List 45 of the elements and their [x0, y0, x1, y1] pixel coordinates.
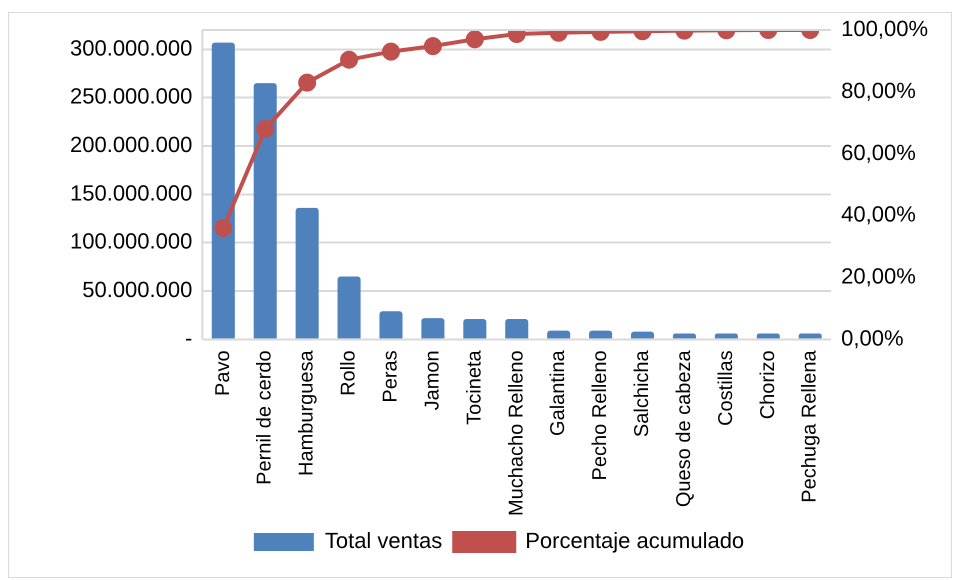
y-tick-label: 150.000.000	[70, 180, 192, 206]
legend-label: Porcentaje acumulado	[525, 528, 744, 554]
y2-tick-label: 40,00%	[841, 202, 916, 227]
y2-tick-label: 0,00%	[841, 325, 904, 350]
x-tick-label: Pavo	[212, 350, 234, 396]
bar	[379, 311, 403, 338]
x-tick-label: Hamburguesa	[296, 349, 318, 476]
bar	[547, 330, 570, 338]
bar	[463, 319, 486, 338]
bar	[630, 332, 654, 338]
y-tick-label: 50.000.000	[82, 277, 192, 302]
bar	[714, 334, 738, 338]
bar	[212, 42, 235, 338]
y-tick-label: 300.000.000	[70, 35, 192, 60]
x-tick-label: Muchacho Relleno	[505, 350, 528, 516]
x-tick-label: Pecho Relleno	[589, 350, 612, 480]
x-tick-label: Rollo	[338, 350, 360, 396]
bar	[296, 208, 319, 338]
legend-label: Total ventas	[324, 528, 442, 554]
x-tick-label: Pernil de cerdo	[254, 350, 276, 485]
x-tick-label: Queso de cabeza	[672, 349, 695, 508]
bar	[589, 330, 612, 338]
y-tick-label: -	[185, 325, 192, 350]
bar	[421, 318, 444, 338]
y2-tick-label: 80,00%	[841, 78, 916, 103]
y-tick-label: 250.000.000	[70, 84, 192, 109]
y2-tick-label: 60,00%	[841, 140, 916, 165]
x-tick-label: Galantina	[547, 349, 570, 436]
bar	[338, 276, 361, 338]
bar	[672, 334, 696, 338]
y2-tick-label: 100,00%	[841, 16, 928, 42]
x-tick-label: Jamon	[421, 350, 444, 410]
bar	[798, 334, 822, 338]
bar	[756, 334, 780, 338]
x-tick-label: Tocineta	[463, 349, 486, 425]
bar	[254, 83, 277, 338]
y2-tick-label: 20,00%	[841, 264, 916, 289]
x-tick-label: Peras	[380, 350, 402, 403]
x-tick-label: Costillas	[714, 350, 737, 426]
y-tick-label: 200.000.000	[70, 132, 192, 158]
x-tick-label: Chorizo	[756, 350, 779, 420]
x-tick-label: Salchicha	[631, 349, 654, 438]
y-tick-label: 100.000.000	[70, 228, 192, 254]
x-tick-label: Pechuga Rellena	[798, 349, 821, 503]
bar	[505, 319, 528, 338]
